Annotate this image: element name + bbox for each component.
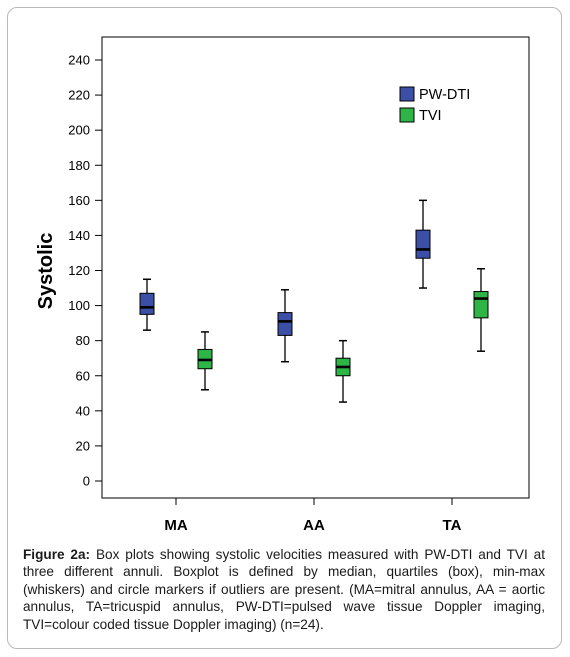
plot-area [101,36,530,499]
y-tick-label: 100 [68,298,90,313]
y-tick-label: 160 [68,193,90,208]
legend-swatch [399,107,415,123]
iqr-box [415,229,431,259]
legend-label: PW-DTI [419,87,470,103]
box-pw-dti-aa [277,289,293,363]
x-category-label: TA [443,517,462,534]
y-axis-ticks: 0 20 40 60 80 100 120 140 160 180 200 220 240 [68,53,102,489]
y-tick-label: 220 [68,88,90,103]
y-tick-label: 240 [68,53,90,68]
caption-label: Figure 2a: [23,547,91,562]
y-tick-label: 180 [68,158,90,173]
figure-caption: Figure 2a: Box plots showing systolic ve… [23,546,545,633]
y-tick-label: 120 [68,263,90,278]
caption-text: Box plots showing systolic velocities me… [23,547,545,632]
y-tick-label: 0 [83,474,90,489]
iqr-box [139,292,155,315]
y-tick-label: 20 [76,438,90,453]
x-category-label: MA [164,517,187,534]
y-axis-label: Systolic [35,233,57,310]
box-tvi-ma [197,331,213,391]
y-tick-label: 60 [76,368,90,383]
x-category-label: AA [303,517,325,534]
legend-label: TVI [419,108,442,124]
legend-swatch [399,86,415,102]
iqr-box [473,291,489,319]
box-pw-dti-ma [139,278,155,331]
x-axis-categories: MA AA TA [164,498,462,534]
y-tick-label: 80 [76,333,90,348]
box-series [139,199,489,403]
box-plot-chart: 0 20 40 60 80 100 120 140 160 180 200 220 240 MA AA TA… [35,36,530,534]
box-pw-dti-ta [415,199,431,289]
y-tick-label: 200 [68,123,90,138]
box-tvi-aa [335,339,351,403]
legend: PW-DTI TVI [399,86,470,124]
y-tick-label: 40 [76,403,90,418]
iqr-box [277,312,293,336]
box-tvi-ta [473,267,489,352]
y-tick-label: 140 [68,228,90,243]
